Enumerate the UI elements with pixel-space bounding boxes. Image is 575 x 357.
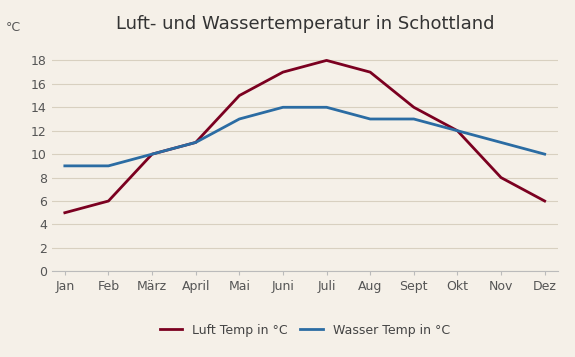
Luft Temp in °C	[497, 175, 504, 180]
Luft Temp in °C	[279, 70, 286, 74]
Luft Temp in °C	[236, 94, 243, 98]
Wasser Temp in °C	[411, 117, 417, 121]
Wasser Temp in °C	[454, 129, 461, 133]
Luft Temp in °C	[192, 140, 199, 145]
Wasser Temp in °C	[497, 140, 504, 145]
Luft Temp in °C	[62, 211, 68, 215]
Wasser Temp in °C	[367, 117, 374, 121]
Title: Luft- und Wassertemperatur in Schottland: Luft- und Wassertemperatur in Schottland	[116, 15, 494, 33]
Wasser Temp in °C	[541, 152, 548, 156]
Wasser Temp in °C	[236, 117, 243, 121]
Wasser Temp in °C	[105, 164, 112, 168]
Luft Temp in °C	[541, 199, 548, 203]
Line: Luft Temp in °C: Luft Temp in °C	[65, 60, 545, 213]
Wasser Temp in °C	[62, 164, 68, 168]
Luft Temp in °C	[323, 58, 330, 62]
Luft Temp in °C	[105, 199, 112, 203]
Legend: Luft Temp in °C, Wasser Temp in °C: Luft Temp in °C, Wasser Temp in °C	[155, 319, 455, 342]
Text: °C: °C	[6, 21, 21, 34]
Luft Temp in °C	[454, 129, 461, 133]
Luft Temp in °C	[367, 70, 374, 74]
Luft Temp in °C	[411, 105, 417, 110]
Wasser Temp in °C	[192, 140, 199, 145]
Line: Wasser Temp in °C: Wasser Temp in °C	[65, 107, 545, 166]
Wasser Temp in °C	[323, 105, 330, 110]
Luft Temp in °C	[148, 152, 155, 156]
Wasser Temp in °C	[148, 152, 155, 156]
Wasser Temp in °C	[279, 105, 286, 110]
